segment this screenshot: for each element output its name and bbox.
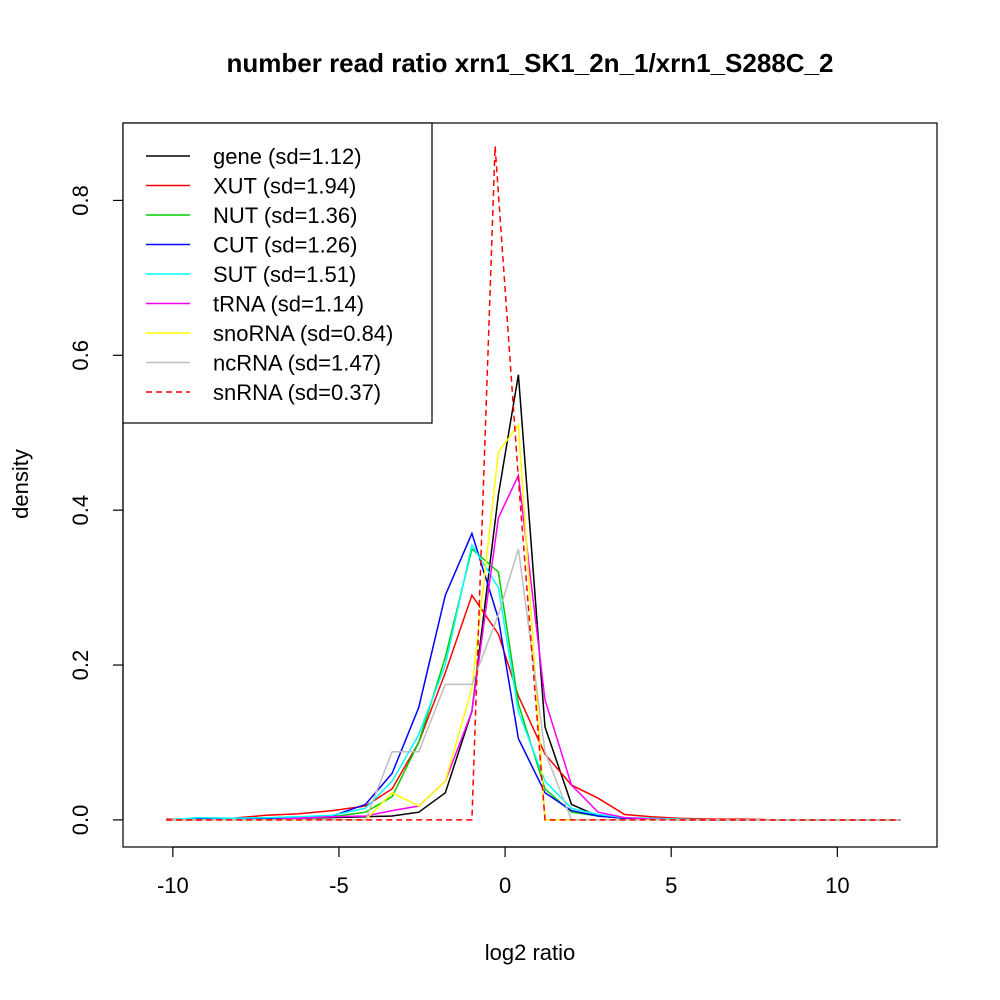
x-axis-label: log2 ratio xyxy=(485,940,576,965)
legend-label-2: NUT (sd=1.36) xyxy=(213,203,357,228)
x-tick-label: -10 xyxy=(157,873,189,898)
legend-label-0: gene (sd=1.12) xyxy=(213,144,362,169)
series-line-6 xyxy=(166,422,901,821)
y-tick-label: 0.2 xyxy=(68,650,93,681)
x-tick-label: -5 xyxy=(329,873,349,898)
legend-label-6: snoRNA (sd=0.84) xyxy=(213,321,393,346)
y-tick-label: 0.6 xyxy=(68,340,93,371)
x-tick-label: 0 xyxy=(499,873,511,898)
legend-box xyxy=(122,122,433,424)
legend-label-5: tRNA (sd=1.14) xyxy=(213,292,364,317)
legend-label-4: SUT (sd=1.51) xyxy=(213,262,356,287)
y-tick-label: 0.8 xyxy=(68,185,93,216)
legend-label-1: XUT (sd=1.94) xyxy=(213,174,356,199)
legend-label-3: CUT (sd=1.26) xyxy=(213,233,357,258)
x-tick-label: 10 xyxy=(825,873,849,898)
series-line-1 xyxy=(166,593,901,821)
series-line-8 xyxy=(166,146,901,821)
y-tick-label: 0.0 xyxy=(68,805,93,836)
legend-label-7: ncRNA (sd=1.47) xyxy=(213,351,381,376)
legend-label-8: snRNA (sd=0.37) xyxy=(213,380,381,405)
y-tick-label: 0.4 xyxy=(68,495,93,526)
legend: gene (sd=1.12) XUT (sd=1.94) NUT (sd=1.36)… xyxy=(122,122,433,424)
series-line-7 xyxy=(166,548,901,821)
chart-title: number read ratio xrn1_SK1_2n_1/xrn1_S28… xyxy=(227,48,834,78)
plot-frame xyxy=(122,122,938,848)
series-layer xyxy=(166,146,901,821)
y-axis-label: density xyxy=(8,449,33,519)
series-line-2 xyxy=(166,547,901,821)
series-line-4 xyxy=(166,543,901,821)
x-tick-label: 5 xyxy=(665,873,677,898)
